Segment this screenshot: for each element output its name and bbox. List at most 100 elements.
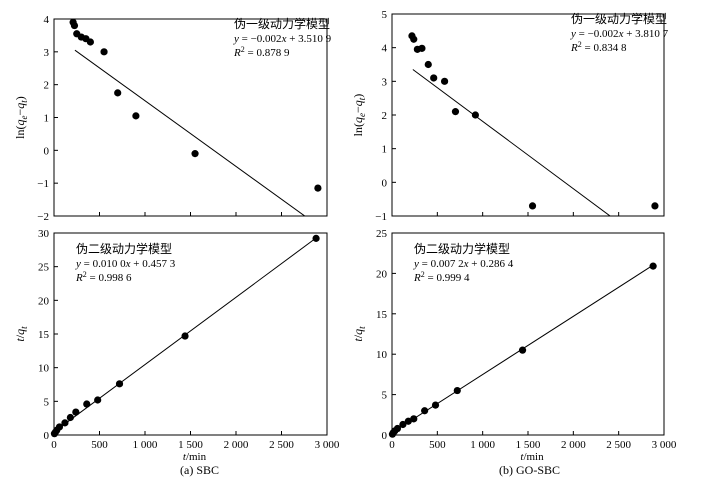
data-point: [191, 150, 199, 158]
y-axis-label-part: ): [351, 94, 365, 98]
y-axis-label-part: q: [351, 117, 365, 123]
fit-equation-part: = 0.010 0: [81, 258, 126, 270]
x-axis-label-part: t: [520, 451, 524, 463]
x-tick-label: 2 500: [269, 439, 294, 451]
x-tick-label: 1 000: [470, 439, 495, 451]
y-tick-label: 15: [376, 309, 388, 321]
y-tick-label: 5: [382, 390, 388, 402]
y-axis-label-part: ln(: [351, 123, 365, 136]
data-point: [421, 407, 429, 415]
data-point: [66, 413, 74, 422]
y-tick-label: 4: [44, 14, 50, 26]
data-point: [61, 419, 69, 427]
fit-equation: y = −0.002x + 3.510 9: [233, 33, 332, 45]
x-tick-label: 1 500: [516, 439, 541, 451]
data-point: [399, 420, 407, 429]
data-point: [83, 400, 91, 408]
r-squared-exponent: 2: [83, 270, 87, 279]
y-axis-label: ln(qe−qt): [351, 94, 367, 137]
y-tick-label: 2: [44, 80, 50, 92]
data-point: [393, 424, 402, 433]
data-point: [451, 108, 460, 116]
data-point: [518, 346, 527, 354]
x-tick-label: 3 000: [652, 439, 677, 451]
data-point: [132, 112, 140, 120]
caption-a: (a) SBC: [180, 463, 219, 477]
fit-equation-part: = −0.002: [576, 28, 619, 40]
data-point: [70, 21, 79, 30]
r-squared: R2 = 0.878 9: [233, 45, 290, 59]
x-tick-label: 500: [91, 439, 108, 451]
data-point: [431, 401, 440, 409]
x-tick-label: 2 000: [224, 439, 249, 451]
x-tick-label: 2 500: [606, 439, 631, 451]
y-tick-label: 5: [382, 9, 388, 21]
y-axis-label-part: q: [13, 103, 27, 109]
data-point: [651, 202, 659, 210]
x-tick-label: 1 500: [178, 439, 203, 451]
fit-equation-part: + 0.286 4: [469, 258, 514, 270]
data-point: [410, 35, 418, 43]
y-tick-label: 0: [44, 145, 50, 157]
x-axis-label: t/min: [183, 451, 207, 463]
panel-b-bottom: 0 5 10 15 20 25 0 500 1 000 1 500 2 000 2 500 3 000 t…: [351, 228, 677, 463]
r-squared-symbol: R: [233, 47, 241, 59]
x-tick-label: 3 000: [315, 439, 340, 451]
y-tick-label: 0: [44, 430, 50, 442]
data-point: [424, 60, 432, 69]
data-point: [86, 38, 94, 46]
y-axis-label-part: t: [357, 97, 367, 100]
fit-equation-var: y: [75, 258, 81, 270]
fit-equation: y = −0.002x + 3.810 7: [570, 28, 669, 40]
y-tick-label: 5: [44, 396, 50, 408]
y-tick-label: 15: [38, 329, 50, 341]
fit-equation-var: y: [413, 258, 419, 270]
data-point: [314, 184, 322, 192]
y-tick-label: 0: [382, 430, 388, 442]
y-axis-label-part: e: [357, 113, 367, 117]
model-title: 伪二级动力学模型: [76, 241, 172, 256]
fit-equation-part: + 0.457 3: [131, 258, 176, 270]
fit-equation-var: x: [281, 33, 287, 45]
panel-a-bottom: 0 5 10 15 20 25 30 0 500 1 000 1 500 2 000 2 500 3 00…: [13, 228, 340, 463]
data-point: [404, 417, 412, 425]
fit-equation: y = 0.007 2x + 0.286 4: [413, 258, 514, 270]
y-tick-label: 0: [382, 177, 388, 189]
x-axis-label: t/min: [520, 451, 544, 463]
r-squared-value: = 0.834 8: [582, 42, 627, 54]
y-axis-label-part: q: [13, 119, 27, 125]
y-axis-label-part: /: [13, 334, 27, 338]
x-axis-label-part: /min: [186, 451, 207, 463]
data-point: [115, 380, 124, 388]
y-tick-label: 20: [376, 268, 388, 280]
data-point: [100, 48, 108, 56]
y-axis-label-part: t: [351, 338, 365, 342]
model-title: 伪一级动力学模型: [234, 16, 330, 31]
x-axis-label-part: t: [183, 451, 187, 463]
y-tick-label: −1: [37, 178, 49, 190]
data-point: [440, 77, 449, 85]
y-axis-label-part: −: [351, 106, 365, 113]
model-title: 伪二级动力学模型: [414, 241, 510, 256]
y-axis-label-part: t: [19, 326, 29, 329]
fit-equation-part: + 3.510 9: [286, 33, 331, 45]
data-point: [55, 423, 64, 431]
y-axis-label-part: q: [351, 329, 365, 335]
r-squared-symbol: R: [75, 272, 83, 284]
fit-equation-part: + 3.810 7: [623, 28, 668, 40]
data-point: [312, 234, 320, 242]
r-squared-symbol: R: [570, 42, 578, 54]
fit-equation-var: y: [233, 33, 239, 45]
data-point: [410, 415, 418, 423]
y-tick-label: 20: [38, 295, 50, 307]
y-tick-label: −1: [375, 211, 387, 223]
r-squared-exponent: 2: [578, 40, 582, 49]
r-squared: R2 = 0.999 4: [413, 270, 470, 284]
fit-equation: y = 0.010 0x + 0.457 3: [75, 258, 176, 270]
x-tick-label: 0: [389, 439, 395, 451]
y-axis-label-part: e: [19, 115, 29, 119]
x-axis-label-part: /min: [523, 451, 544, 463]
